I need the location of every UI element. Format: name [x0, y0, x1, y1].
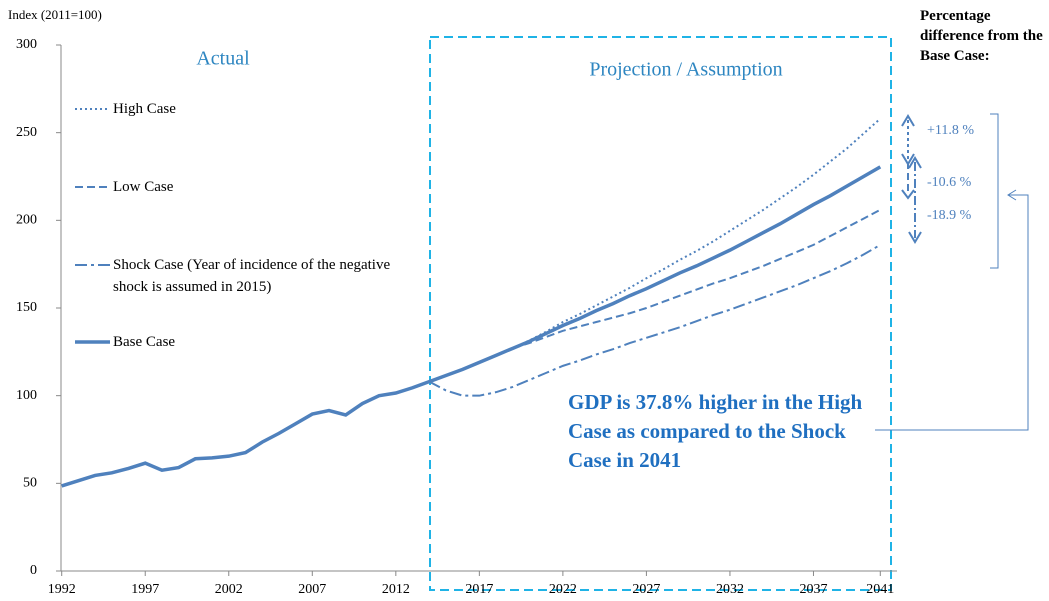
- y-tick-label: 0: [30, 563, 37, 578]
- diff-header: Percentage difference from the Base Case…: [920, 8, 1043, 64]
- x-tick-label: 2041: [866, 582, 894, 597]
- legend-label: Low Case: [113, 179, 174, 195]
- y-tick-label: 100: [16, 388, 37, 403]
- y-tick-label: 200: [16, 213, 37, 228]
- projection-box: [429, 36, 892, 591]
- y-tick-label: 300: [16, 37, 37, 52]
- low-diff: -10.6 %: [927, 175, 972, 190]
- high-diff: +11.8 %: [927, 123, 974, 138]
- shock-diff: -18.9 %: [927, 208, 972, 223]
- x-tick-label: 2027: [632, 582, 660, 597]
- x-tick-label: 2007: [298, 582, 326, 597]
- series-line: [512, 117, 881, 350]
- legend-label: Base Case: [113, 334, 176, 350]
- legend-label: High Case: [113, 101, 176, 117]
- series-line: [61, 165, 882, 488]
- series-line: [512, 208, 881, 350]
- gdp-note: GDP is 37.8% higher in the High Case as …: [568, 390, 863, 472]
- bracket: [875, 113, 1029, 431]
- y-tick-label: 150: [16, 300, 37, 315]
- legend-label: Shock Case (Year of incidence of the neg…: [113, 257, 391, 295]
- y-axis-label: Index (2011=100): [8, 7, 102, 22]
- actual-label: Actual: [196, 48, 250, 70]
- diff-arrows: [901, 114, 922, 244]
- x-tick-label: 2022: [549, 582, 577, 597]
- x-tick-label: 2037: [799, 582, 827, 597]
- y-tick-label: 250: [16, 125, 37, 140]
- x-tick-label: 2017: [465, 582, 493, 597]
- projection-label: Projection / Assumption: [589, 59, 782, 81]
- x-tick-label: 2032: [716, 582, 744, 597]
- x-tick-label: 1992: [48, 582, 76, 597]
- x-tick-label: 1997: [131, 582, 159, 597]
- x-tick-label: 2002: [215, 582, 243, 597]
- series-line: [428, 244, 881, 397]
- y-tick-label: 50: [23, 476, 37, 491]
- x-tick-label: 2012: [382, 582, 410, 597]
